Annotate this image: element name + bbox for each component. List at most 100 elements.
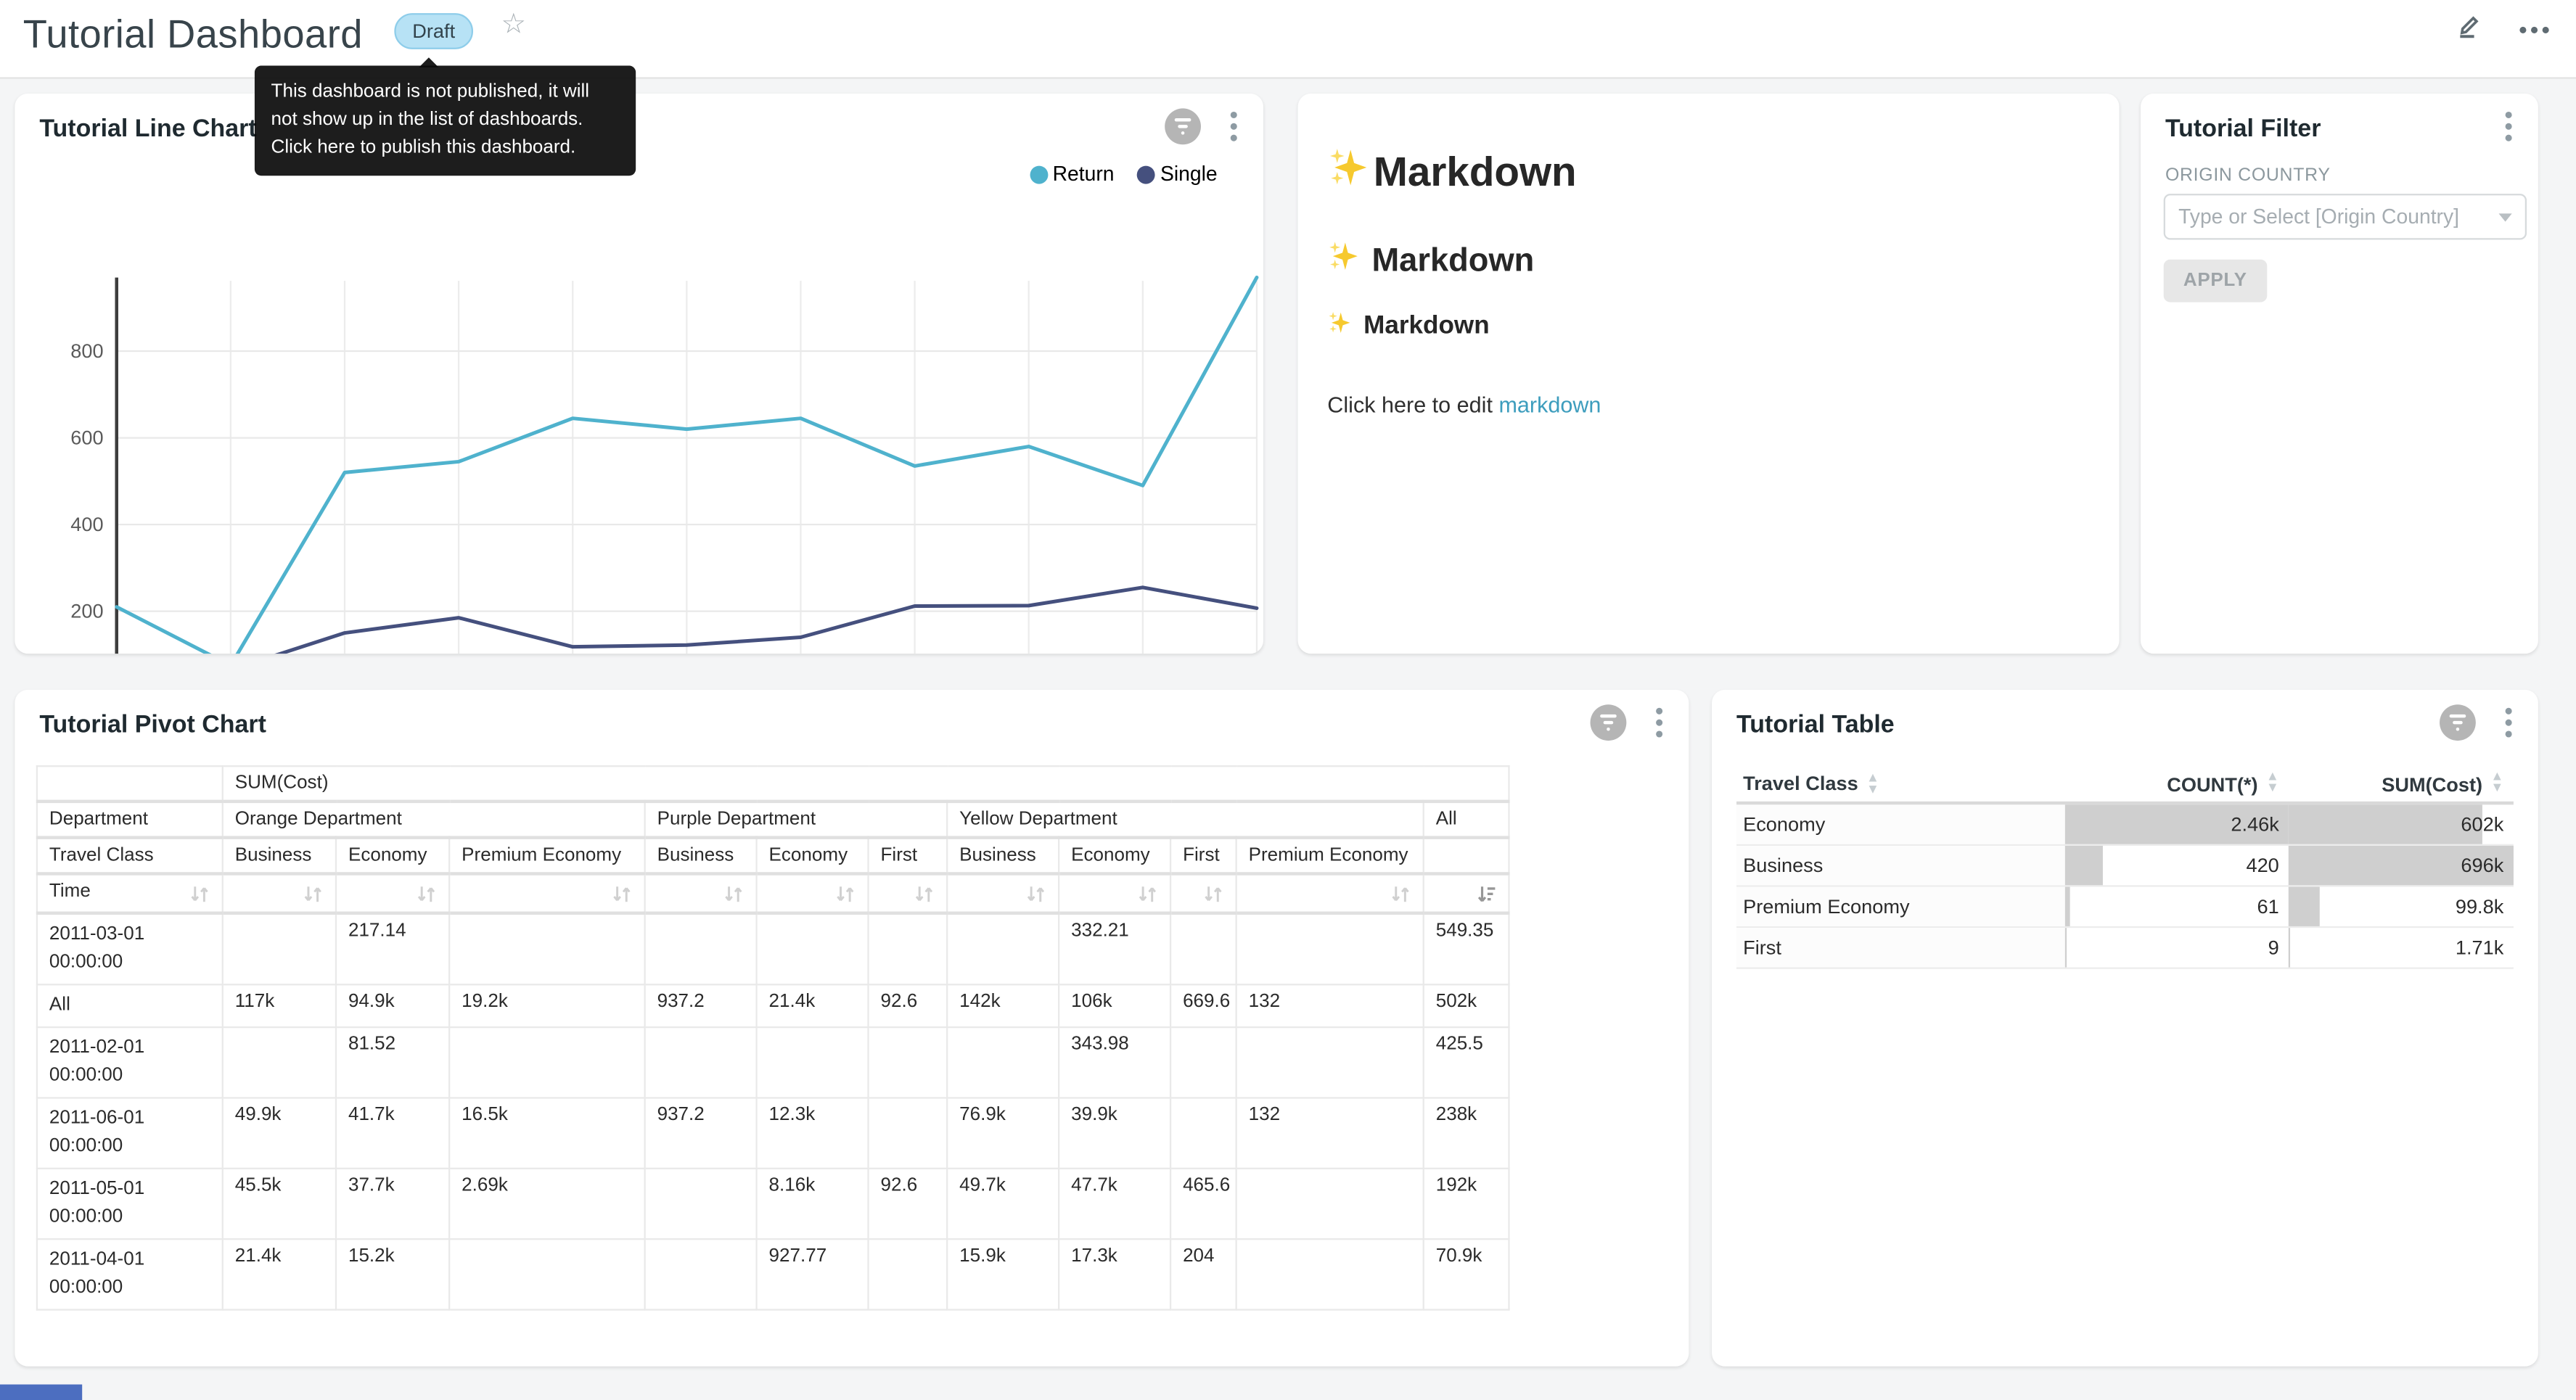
- legend-item-return[interactable]: Return: [1029, 162, 1115, 186]
- col-header-sum-cost[interactable]: SUM(Cost) ▲ ▼: [2382, 768, 2504, 797]
- pivot-cell: 204: [1169, 1238, 1237, 1311]
- pivot-table: SUM(Cost) Department Orange Department Purp…: [36, 765, 1510, 1311]
- pivot-cell: [644, 1167, 758, 1240]
- pivot-class-header: Business: [644, 836, 758, 876]
- sort-icon[interactable]: [189, 884, 210, 905]
- table-kebab-menu-icon[interactable]: [2505, 707, 2512, 743]
- pivot-cell: [755, 1026, 869, 1099]
- legend-item-single[interactable]: Single: [1137, 162, 1218, 186]
- pivot-metric-row: SUM(Cost): [36, 765, 1510, 804]
- pivot-data-row: 2011-05-01 00:00:00 45.5k 37.7k 2.69k 8.16k 9…: [36, 1167, 1510, 1240]
- pivot-cell: 76.9k: [946, 1097, 1060, 1169]
- filter-indicator-icon[interactable]: [2440, 704, 2476, 741]
- pivot-cell: 502k: [1422, 984, 1510, 1029]
- cell-sum-cost: 1.71k: [2289, 928, 2504, 968]
- pivot-cell: 343.98: [1058, 1026, 1172, 1099]
- edit-pencil-icon[interactable]: [2453, 10, 2483, 48]
- cell-travel-class: First: [1736, 928, 2064, 968]
- pivot-row-label: All: [36, 984, 223, 1029]
- pivot-cell: [448, 1026, 646, 1099]
- pivot-cell: [221, 1026, 337, 1099]
- sort-caret-icon[interactable]: ▲ ▼: [2265, 768, 2279, 795]
- filter-kebab-menu-icon[interactable]: [2505, 111, 2512, 147]
- pivot-cell: 425.5: [1422, 1026, 1510, 1099]
- sort-icon[interactable]: [416, 884, 437, 905]
- pivot-chart-title: Tutorial Pivot Chart: [39, 711, 266, 739]
- svg-text:200: 200: [70, 600, 103, 622]
- legend-dot: [1137, 165, 1156, 184]
- pivot-cell: [755, 912, 869, 986]
- pivot-class-header: [1422, 836, 1510, 876]
- pivot-row-dim-label: Department: [36, 800, 223, 839]
- col-header-travel-class[interactable]: Travel Class ▲ ▼: [1743, 770, 1879, 797]
- pivot-department-header: Orange Department: [221, 800, 646, 839]
- pivot-cell: [946, 1026, 1060, 1099]
- table-panel-title: Tutorial Table: [1736, 711, 1895, 739]
- pivot-cell: [644, 1238, 758, 1311]
- table-row: First 9 1.71k: [1736, 928, 2514, 969]
- pivot-cell: [1169, 1026, 1237, 1099]
- pivot-cell: 16.5k: [448, 1097, 646, 1169]
- sort-icon[interactable]: [834, 884, 856, 905]
- pivot-class-header: Premium Economy: [448, 836, 646, 876]
- sort-icon[interactable]: [1202, 884, 1223, 905]
- pivot-cell: 937.2: [644, 984, 758, 1029]
- origin-country-select[interactable]: Type or Select [Origin Country]: [2163, 194, 2527, 240]
- pivot-kebab-menu-icon[interactable]: [1656, 707, 1663, 743]
- favorite-star-icon[interactable]: ☆: [501, 8, 527, 40]
- sort-icon[interactable]: [303, 884, 324, 905]
- filter-indicator-icon[interactable]: [1590, 704, 1627, 741]
- pivot-cell: [1235, 912, 1424, 986]
- apply-button[interactable]: APPLY: [2163, 259, 2267, 302]
- pivot-cell: 39.9k: [1058, 1097, 1172, 1169]
- draft-status-badge[interactable]: Draft: [394, 13, 474, 49]
- pivot-cell: 927.77: [755, 1238, 869, 1311]
- col-header-count[interactable]: COUNT(*) ▲ ▼: [2167, 768, 2279, 797]
- pivot-cell: 465.6: [1169, 1167, 1237, 1240]
- pivot-cell: 132: [1235, 1097, 1424, 1169]
- pivot-department-header: Purple Department: [644, 800, 948, 839]
- pivot-cell: 17.3k: [1058, 1238, 1172, 1311]
- sort-caret-icon[interactable]: ▲ ▼: [2490, 768, 2504, 795]
- sort-icon[interactable]: [1390, 884, 1411, 905]
- edit-markdown-link[interactable]: markdown: [1498, 392, 1601, 418]
- bottom-left-blue-strip: [0, 1384, 83, 1400]
- pivot-data-row: All 117k 94.9k 19.2k 937.2 21.4k 92.6 142k 106k 6…: [36, 984, 1510, 1029]
- sort-icon[interactable]: [723, 884, 744, 905]
- sort-icon[interactable]: [914, 884, 935, 905]
- pivot-class-header: Business: [946, 836, 1060, 876]
- cell-count: 9: [2064, 928, 2289, 968]
- sort-icon[interactable]: [611, 884, 632, 905]
- pivot-cell: 8.16k: [755, 1167, 869, 1240]
- pivot-cell: 94.9k: [335, 984, 451, 1029]
- pivot-class-header: Business: [221, 836, 337, 876]
- sort-icon[interactable]: [1025, 884, 1046, 905]
- pivot-class-row: Travel Class Business Economy Premium Econo…: [36, 836, 1510, 876]
- header-more-menu-icon[interactable]: •••: [2519, 15, 2554, 42]
- pivot-department-header: All: [1422, 800, 1510, 839]
- legend-dot: [1029, 165, 1048, 184]
- sort-caret-icon[interactable]: ▲ ▼: [1866, 770, 1879, 797]
- svg-text:800: 800: [70, 339, 103, 362]
- pivot-cell: 70.9k: [1422, 1238, 1510, 1311]
- pivot-cell: 49.7k: [946, 1167, 1060, 1240]
- sparkles-icon: [1327, 310, 1355, 343]
- pivot-cell: 106k: [1058, 984, 1172, 1029]
- chart-kebab-menu-icon[interactable]: [1230, 111, 1237, 147]
- pivot-cell: 19.2k: [448, 984, 646, 1029]
- pivot-time-row: Time: [36, 873, 1510, 915]
- cell-sum-cost: 99.8k: [2289, 886, 2513, 926]
- table-panel: Tutorial Table Travel Class ▲ ▼ COUNT(*) ▲ ▼ S…: [1712, 689, 2538, 1367]
- filter-indicator-icon[interactable]: [1165, 108, 1201, 145]
- pivot-time-label: Time: [36, 873, 223, 915]
- pivot-row-label: 2011-05-01 00:00:00: [36, 1167, 223, 1240]
- pivot-cell: 669.6: [1169, 984, 1237, 1029]
- pivot-cell: [1235, 1238, 1424, 1311]
- pivot-cell: 37.7k: [335, 1167, 451, 1240]
- table-header-row: Travel Class ▲ ▼ COUNT(*) ▲ ▼ SUM(Cost) ▲ ▼: [1736, 765, 2514, 805]
- pivot-class-dim-label: Travel Class: [36, 836, 223, 876]
- line-chart[interactable]: 200400600800FebruaryMarchAprilMayJuneJul…: [21, 265, 1263, 654]
- sort-icon[interactable]: [1137, 884, 1158, 905]
- pivot-cell: 12.3k: [755, 1097, 869, 1169]
- sort-desc-active-icon[interactable]: [1475, 884, 1496, 905]
